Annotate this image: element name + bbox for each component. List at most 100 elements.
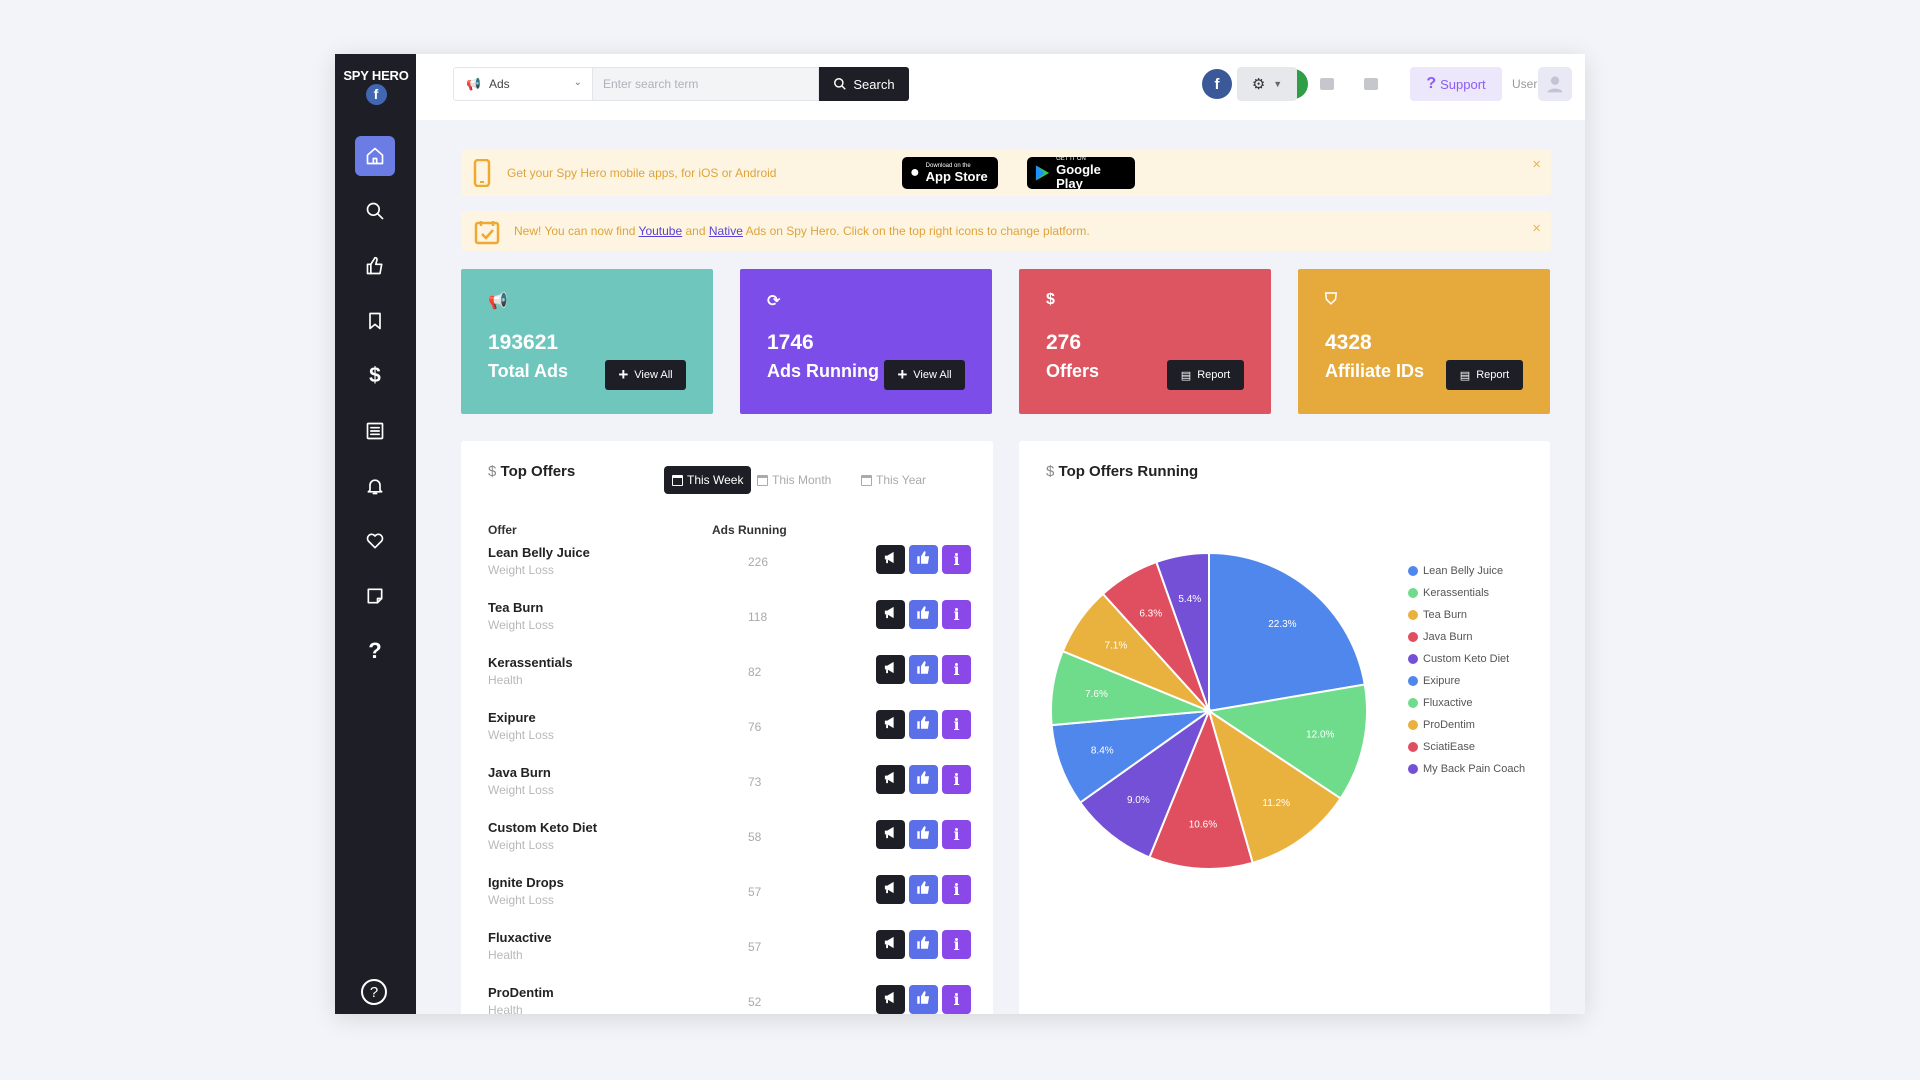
like-button[interactable] <box>909 765 938 794</box>
add-icon[interactable] <box>1364 78 1378 90</box>
youtube-link[interactable]: Youtube <box>638 224 683 238</box>
legend-item[interactable]: Kerassentials <box>1408 587 1489 599</box>
like-button[interactable] <box>909 985 938 1014</box>
pie-slice[interactable] <box>1078 708 1212 859</box>
legend-item[interactable]: SciatiEase <box>1408 741 1475 753</box>
legend-item[interactable]: My Back Pain Coach <box>1408 763 1525 775</box>
offer-name[interactable]: Java Burn <box>488 765 551 780</box>
view-ads-button[interactable] <box>876 655 905 684</box>
info-button[interactable]: i <box>942 875 971 904</box>
info-button[interactable]: i <box>942 930 971 959</box>
offer-ads-count: 57 <box>748 940 762 954</box>
report-button[interactable]: ▤ Report <box>1446 360 1523 390</box>
offer-name[interactable]: Tea Burn <box>488 600 544 615</box>
sidebar-item-help[interactable]: ? <box>355 631 395 671</box>
plus-icon: + <box>897 365 908 384</box>
help-circle-icon[interactable]: ? <box>361 979 387 1005</box>
report-button[interactable]: ▤ Report <box>1167 360 1244 390</box>
search-input[interactable] <box>593 67 819 101</box>
info-button[interactable]: i <box>942 765 971 794</box>
view-ads-button[interactable] <box>876 875 905 904</box>
search-type-select[interactable]: 📢 Ads ⌄ <box>453 67 593 101</box>
offer-name[interactable]: ProDentim <box>488 985 554 1000</box>
offer-name[interactable]: Fluxactive <box>488 930 552 945</box>
like-button[interactable] <box>909 710 938 739</box>
like-button[interactable] <box>909 600 938 629</box>
stat-label: Affiliate IDs <box>1325 361 1425 381</box>
pie-slice-label: 9.0% <box>1127 795 1150 806</box>
sidebar-item-search[interactable] <box>355 191 395 231</box>
sidebar-item-favorites[interactable] <box>355 521 395 561</box>
info-button[interactable]: i <box>942 655 971 684</box>
google-play-button[interactable]: GET IT ON Google Play <box>1027 156 1135 191</box>
pie-slice[interactable] <box>1155 551 1210 712</box>
sidebar-item-likes[interactable] <box>355 246 395 286</box>
tab-this-year[interactable]: This Year <box>853 466 934 494</box>
report-icon: ▤ <box>1459 369 1471 382</box>
logo[interactable]: SPY HERO f <box>343 68 409 114</box>
tab-this-week[interactable]: This Week <box>664 466 752 494</box>
view-ads-button[interactable] <box>876 710 905 739</box>
megaphone-icon <box>883 550 898 570</box>
like-button[interactable] <box>909 655 938 684</box>
support-button[interactable]: ? Support <box>1410 67 1502 101</box>
facebook-platform-icon[interactable]: f <box>1202 69 1232 99</box>
settings-dropdown[interactable]: ⚙ ▼ <box>1237 67 1297 101</box>
legend-item[interactable]: Tea Burn <box>1408 609 1467 621</box>
info-button[interactable]: i <box>942 820 971 849</box>
offer-name[interactable]: Custom Keto Diet <box>488 820 598 835</box>
close-icon[interactable]: × <box>1532 220 1541 237</box>
search-button[interactable]: Search <box>819 67 909 101</box>
view-ads-button[interactable] <box>876 765 905 794</box>
pie-slice[interactable] <box>1208 551 1366 713</box>
view-ads-button[interactable] <box>876 600 905 629</box>
offer-name[interactable]: Exipure <box>488 710 536 725</box>
legend-item[interactable]: Lean Belly Juice <box>1408 565 1503 577</box>
view-all-button[interactable]: + View All <box>605 360 686 390</box>
view-all-button[interactable]: + View All <box>884 360 965 390</box>
search-type-value: Ads <box>488 77 510 91</box>
offer-name[interactable]: Kerassentials <box>488 655 573 670</box>
legend-label: ProDentim <box>1423 719 1475 731</box>
legend-item[interactable]: Exipure <box>1408 675 1460 687</box>
gear-icon: ⚙ <box>1251 76 1266 93</box>
top-offers-running-title: $ Top Offers Running <box>1046 463 1198 480</box>
sidebar-item-reports[interactable] <box>355 411 395 451</box>
pie-slice-label: 11.2% <box>1262 798 1290 809</box>
legend-item[interactable]: ProDentim <box>1408 719 1475 731</box>
view-ads-button[interactable] <box>876 545 905 574</box>
sidebar-item-bookmarks[interactable] <box>355 301 395 341</box>
sidebar-item-notes[interactable] <box>355 576 395 616</box>
table-row: Kerassentials Health 82 i <box>488 655 971 707</box>
info-button[interactable]: i <box>942 985 971 1014</box>
app-store-button[interactable]: ● Download on the App Store <box>902 157 998 189</box>
sidebar-item-alerts[interactable] <box>355 466 395 506</box>
info-button[interactable]: i <box>942 710 971 739</box>
like-button[interactable] <box>909 545 938 574</box>
offer-name[interactable]: Ignite Drops <box>488 875 564 890</box>
info-button[interactable]: i <box>942 600 971 629</box>
pie-slice[interactable] <box>1148 707 1254 870</box>
view-ads-button[interactable] <box>876 820 905 849</box>
chat-icon[interactable] <box>1320 78 1334 90</box>
legend-item[interactable]: Custom Keto Diet <box>1408 653 1509 665</box>
tab-this-month[interactable]: This Month <box>749 466 839 494</box>
view-ads-button[interactable] <box>876 985 905 1014</box>
sidebar-item-offers[interactable]: $ <box>355 356 395 396</box>
like-button[interactable] <box>909 820 938 849</box>
avatar[interactable] <box>1538 67 1572 101</box>
legend-item[interactable]: Fluxactive <box>1408 697 1473 709</box>
info-button[interactable]: i <box>942 545 971 574</box>
close-icon[interactable]: × <box>1532 156 1541 173</box>
pie-slice[interactable] <box>1206 683 1368 800</box>
offer-category: Health <box>488 1003 523 1014</box>
view-ads-button[interactable] <box>876 930 905 959</box>
native-link[interactable]: Native <box>708 224 743 238</box>
legend-label: SciatiEase <box>1423 741 1475 753</box>
like-button[interactable] <box>909 930 938 959</box>
legend-item[interactable]: Java Burn <box>1408 631 1473 643</box>
sidebar-item-home[interactable] <box>355 136 395 176</box>
like-button[interactable] <box>909 875 938 904</box>
offer-name[interactable]: Lean Belly Juice <box>488 545 590 560</box>
offer-category: Health <box>488 948 523 962</box>
